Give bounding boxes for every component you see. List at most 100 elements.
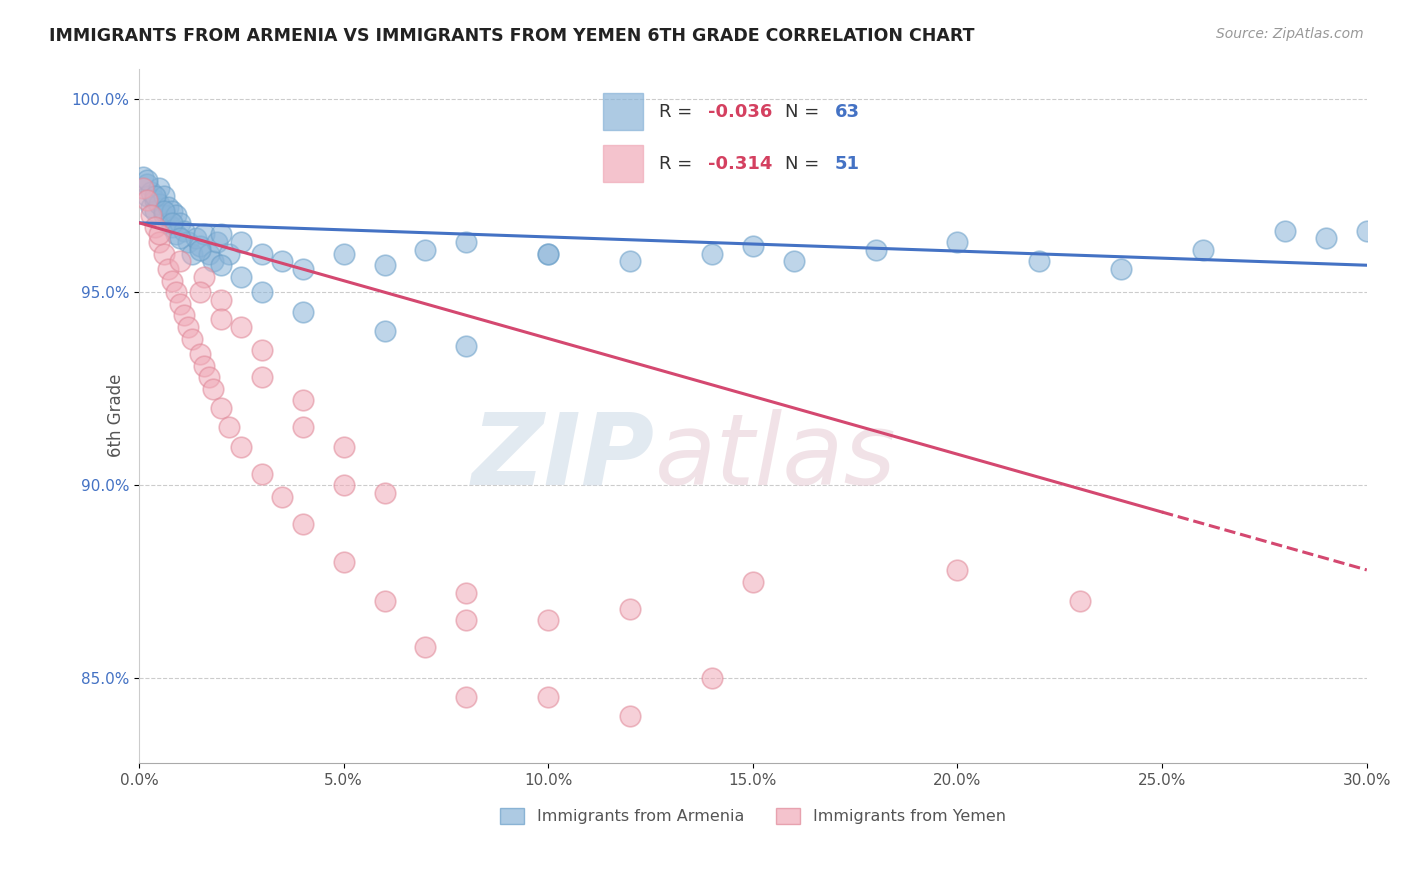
Point <box>143 189 166 203</box>
Point <box>332 478 354 492</box>
Point <box>415 243 437 257</box>
Point <box>197 246 219 260</box>
Point <box>250 343 273 357</box>
Point <box>250 246 273 260</box>
Point <box>332 246 354 260</box>
Bar <box>603 145 643 182</box>
Point <box>165 285 187 300</box>
Point <box>169 297 191 311</box>
Point <box>188 243 211 257</box>
Point <box>231 235 253 249</box>
Point <box>231 440 253 454</box>
Text: ZIP: ZIP <box>471 409 655 506</box>
Text: Source: ZipAtlas.com: Source: ZipAtlas.com <box>1216 27 1364 41</box>
Text: -0.314: -0.314 <box>709 155 772 173</box>
Point <box>946 563 969 577</box>
Text: N =: N = <box>786 103 825 120</box>
Point <box>619 254 641 268</box>
Point <box>291 420 314 434</box>
Point <box>456 339 478 353</box>
Point <box>415 640 437 654</box>
Point <box>456 613 478 627</box>
Point <box>188 347 211 361</box>
Point <box>291 262 314 277</box>
Point <box>169 216 191 230</box>
Point <box>177 235 200 249</box>
Point <box>1355 223 1378 237</box>
Point <box>537 690 560 705</box>
Point <box>152 246 174 260</box>
Point <box>160 219 183 234</box>
Point <box>132 181 155 195</box>
Point <box>250 370 273 384</box>
Point <box>132 169 155 184</box>
Point <box>143 204 166 219</box>
Point <box>136 193 159 207</box>
Point <box>700 671 723 685</box>
Point <box>188 239 211 253</box>
Point <box>181 331 204 345</box>
Text: 63: 63 <box>835 103 860 120</box>
Point <box>271 490 294 504</box>
Point <box>865 243 887 257</box>
Point <box>143 193 166 207</box>
Point <box>169 231 191 245</box>
Point <box>143 219 166 234</box>
Point <box>537 246 560 260</box>
Point <box>250 285 273 300</box>
Point <box>201 382 224 396</box>
Point <box>173 223 195 237</box>
Point <box>1109 262 1132 277</box>
Point <box>250 467 273 481</box>
Point <box>156 200 179 214</box>
Point <box>741 239 763 253</box>
Point <box>537 246 560 260</box>
Point <box>456 235 478 249</box>
Point <box>152 204 174 219</box>
Point <box>456 586 478 600</box>
Point <box>136 173 159 187</box>
Point <box>141 200 163 214</box>
Point <box>1274 223 1296 237</box>
Point <box>188 285 211 300</box>
Point <box>291 393 314 408</box>
Point <box>193 227 215 242</box>
Text: IMMIGRANTS FROM ARMENIA VS IMMIGRANTS FROM YEMEN 6TH GRADE CORRELATION CHART: IMMIGRANTS FROM ARMENIA VS IMMIGRANTS FR… <box>49 27 974 45</box>
Point <box>783 254 806 268</box>
Point <box>741 574 763 589</box>
Point <box>209 401 232 415</box>
Text: N =: N = <box>786 155 825 173</box>
Point <box>291 516 314 531</box>
Point <box>156 262 179 277</box>
Point <box>291 304 314 318</box>
Point <box>456 690 478 705</box>
Legend: Immigrants from Armenia, Immigrants from Yemen: Immigrants from Armenia, Immigrants from… <box>501 807 1005 824</box>
Text: 51: 51 <box>835 155 860 173</box>
Point <box>148 181 170 195</box>
Point <box>218 246 240 260</box>
Point <box>148 196 170 211</box>
Point <box>373 258 395 272</box>
Point <box>946 235 969 249</box>
Point <box>209 293 232 307</box>
Point <box>218 420 240 434</box>
Point <box>332 440 354 454</box>
Point <box>165 227 187 242</box>
Point <box>201 254 224 268</box>
Point <box>186 231 208 245</box>
Point <box>136 189 159 203</box>
Point <box>136 178 159 192</box>
Point <box>160 274 183 288</box>
Y-axis label: 6th Grade: 6th Grade <box>107 374 125 458</box>
Point <box>177 320 200 334</box>
Text: -0.036: -0.036 <box>709 103 772 120</box>
Point <box>700 246 723 260</box>
Point <box>148 227 170 242</box>
Point <box>141 185 163 199</box>
Point <box>148 235 170 249</box>
Point <box>141 208 163 222</box>
Text: R =: R = <box>658 155 697 173</box>
Point <box>1028 254 1050 268</box>
Point <box>271 254 294 268</box>
Point <box>1192 243 1215 257</box>
